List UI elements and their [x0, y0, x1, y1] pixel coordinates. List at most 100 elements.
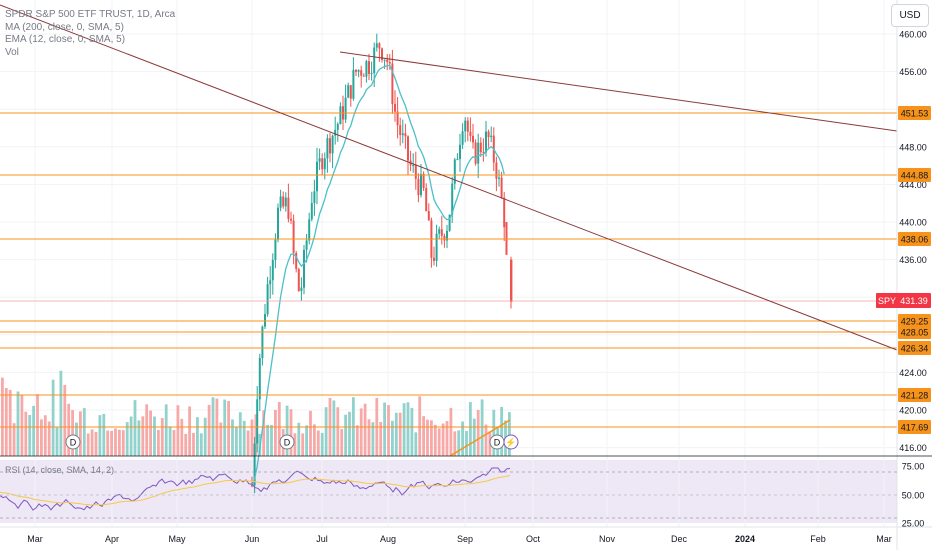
volume-bar: [445, 421, 449, 456]
ema-line: [251, 64, 505, 486]
time-axis-label: Aug: [380, 534, 396, 544]
candle-body: [303, 249, 305, 288]
currency-button[interactable]: USD: [891, 4, 929, 27]
time-axis-label: Nov: [599, 534, 616, 544]
trendline-steep[interactable]: [0, 4, 898, 351]
level-tag[interactable]: [898, 168, 931, 182]
volume-bar: [363, 403, 367, 456]
volume-bar: [1, 377, 4, 456]
volume-bar: [394, 412, 398, 456]
candle-body: [414, 164, 417, 179]
level-tag[interactable]: [898, 106, 931, 120]
candle-body: [487, 131, 490, 138]
volume-bar: [285, 405, 289, 456]
candle-body: [339, 106, 342, 125]
legend-ema[interactable]: EMA (12, close, 0, SMA, 5): [5, 34, 126, 45]
candle-body: [269, 280, 272, 285]
candle-body: [399, 125, 402, 136]
rsi-legend[interactable]: RSI (14, close, SMA, 14, 2): [5, 465, 115, 475]
volume-bar: [313, 424, 316, 456]
volume-bar: [242, 420, 246, 456]
volume-bar: [480, 399, 484, 456]
legend-ma[interactable]: MA (200, close, 0, SMA, 5): [5, 21, 124, 33]
trendline-shallow[interactable]: [339, 51, 898, 132]
candle-body: [433, 257, 435, 261]
dividend-marker[interactable]: [65, 434, 81, 450]
volume-bar: [293, 433, 297, 456]
volume-bar: [406, 402, 410, 456]
volume-trendline[interactable]: [449, 419, 511, 457]
candle-body: [461, 131, 464, 145]
level-tag[interactable]: [898, 232, 931, 246]
candle-body: [446, 230, 448, 241]
legend-symbol[interactable]: SPDR S&P 500 ETF TRUST, 1D, Arca: [5, 9, 176, 20]
level-tag[interactable]: [898, 314, 931, 328]
rsi-tick-label: 75.00: [902, 462, 925, 472]
price-tick-label: 420.00: [899, 406, 927, 416]
volume-bar: [145, 404, 149, 456]
candle-body: [310, 202, 313, 220]
volume-bar: [32, 405, 35, 456]
volume-bar: [71, 410, 74, 456]
volume-bar: [188, 406, 191, 456]
time-axis-label: Mar: [27, 534, 43, 544]
candle-body: [485, 131, 487, 153]
dividend-marker[interactable]: [279, 434, 295, 450]
candle-body: [479, 142, 482, 153]
candle-body: [287, 197, 290, 219]
volume-bar: [82, 408, 86, 456]
volume-bar: [270, 424, 273, 456]
volume-bar: [472, 418, 476, 456]
volume-bar: [110, 430, 113, 456]
time-axis-label: Jun: [245, 534, 260, 544]
volume-bar: [86, 433, 90, 456]
volume-bar: [461, 421, 464, 456]
volume-bar: [235, 427, 238, 456]
time-axis-label: Jul: [316, 534, 328, 544]
last-price-tag[interactable]: [876, 293, 931, 308]
volume-bar: [8, 389, 12, 456]
volume-bar: [266, 424, 269, 456]
volume-bar: [484, 424, 488, 456]
candle-body: [490, 135, 493, 138]
rsi-line: [0, 467, 511, 511]
volume-bar: [79, 411, 82, 456]
volume-bar: [320, 432, 324, 456]
candle-body: [334, 129, 337, 136]
volume-bar: [469, 402, 472, 456]
volume-bar: [141, 416, 145, 456]
level-tag[interactable]: [898, 420, 931, 434]
candle-body: [420, 173, 422, 196]
candle-body: [401, 133, 404, 136]
candle-body: [347, 85, 350, 98]
volume-bar: [164, 404, 168, 456]
earnings-marker[interactable]: [503, 434, 519, 450]
candle-body: [253, 443, 256, 486]
dividend-marker-label: D: [284, 438, 291, 448]
level-tag[interactable]: [898, 388, 931, 402]
volume-bar: [238, 412, 242, 456]
level-tag-label: 451.53: [901, 109, 929, 119]
volume-bar: [297, 422, 301, 456]
candle-body: [323, 158, 326, 170]
volume-bar: [344, 414, 347, 456]
candle-body: [427, 211, 430, 221]
level-tag[interactable]: [898, 325, 931, 339]
candle-body: [474, 142, 477, 164]
volume-bar: [4, 387, 8, 456]
candle-body: [279, 196, 282, 208]
candle-body: [300, 287, 303, 292]
volume-bar: [359, 408, 363, 456]
volume-bar: [371, 422, 375, 456]
candle-body: [472, 135, 474, 143]
candle-body: [305, 240, 308, 250]
legend-vol[interactable]: Vol: [5, 46, 19, 58]
volume-bar: [102, 413, 106, 456]
level-tag[interactable]: [898, 341, 931, 355]
volume-bar: [227, 401, 230, 456]
dividend-marker-label: D: [70, 438, 77, 448]
volume-bar: [246, 430, 250, 456]
price-tick-label: 444.00: [899, 180, 927, 190]
